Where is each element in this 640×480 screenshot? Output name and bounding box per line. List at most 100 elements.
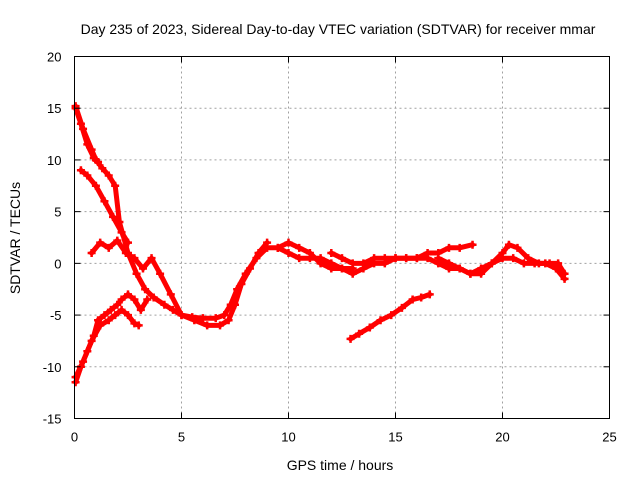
data-point [554,259,563,268]
data-point [445,243,453,252]
data-point [391,254,400,263]
y-tick-label: 15 [47,101,61,116]
data-point [327,249,336,258]
x-tick-label: 10 [281,430,295,445]
series-arc-4 [87,236,272,330]
data-point [376,316,385,325]
data-point [284,249,293,258]
data-point [190,316,199,325]
grid [74,56,610,419]
data-point [224,316,233,325]
data-point [305,249,314,258]
data-point [412,254,421,263]
y-tick-label: 0 [54,256,61,271]
data-point [117,228,126,237]
data-point [113,236,122,245]
data-point [338,264,346,273]
plot-frame [74,56,610,419]
y-tick-label: 20 [47,50,61,65]
data-point [134,321,143,330]
data-point [100,197,109,206]
data-point [156,269,165,278]
data-point [231,300,239,309]
data-point [498,249,507,258]
data-point [94,157,103,166]
series-arc-3 [76,166,132,247]
data-point [160,300,169,309]
data-point [76,119,85,128]
data-point [113,300,122,309]
data-point [295,243,304,252]
data-point [104,316,113,325]
data-point [220,311,229,320]
data-point [130,295,139,304]
data-point [109,212,118,221]
data-point [198,314,207,323]
y-tick-label: 5 [54,205,61,220]
data-point [94,316,103,325]
data-point [124,238,132,247]
series-arc-5 [71,290,152,387]
data-point [147,254,156,263]
data-point [504,240,513,249]
data-point [370,254,379,263]
x-tick-label: 25 [602,430,616,445]
data-point [124,290,132,299]
data-point [143,295,152,304]
data-point [203,321,212,330]
data-point [89,153,98,162]
data-point [71,373,80,382]
data-point [138,264,147,273]
data-point [132,269,141,278]
x-tick-label: 5 [178,430,185,445]
data-point [91,181,100,190]
data-point [466,269,475,278]
data-point [211,314,220,323]
data-point [273,243,282,252]
x-tick-label: 20 [495,430,509,445]
x-tick-label: 0 [71,430,78,445]
y-tick-label: -15 [43,412,62,427]
data-point [104,171,113,180]
data-point [117,295,126,304]
data-point [166,290,175,299]
data-point [365,323,374,332]
data-point [434,254,443,263]
y-tick-label: -10 [43,360,62,375]
data-point [487,259,496,268]
data-point [316,259,325,268]
data-point [477,269,486,278]
data-point [117,305,126,314]
x-tick-label: 15 [388,430,402,445]
data-point [111,181,120,190]
data-point [355,329,364,338]
data-point [524,254,533,263]
data-point [425,290,434,299]
data-point [408,295,417,304]
data-point [295,254,304,263]
data-point [100,311,109,320]
data-point [397,303,406,312]
data-point [76,166,85,175]
data-point [149,293,158,302]
data-point [560,269,569,278]
data-point [327,264,336,273]
data-point [338,254,346,263]
chart-title: Day 235 of 2023, Sidereal Day-to-day VTE… [81,21,596,37]
data-point [87,336,96,345]
data-point [534,259,543,268]
data-point [98,164,107,173]
data-point [455,264,464,273]
data-point [468,240,477,249]
series-arc-9 [434,240,569,278]
data-point [83,171,92,180]
series-layer [71,102,569,387]
data-point [346,334,355,343]
data-point [417,293,426,302]
data-point [348,269,357,278]
y-tick-label: -5 [50,308,62,323]
data-point [545,259,554,268]
data-point [263,238,272,247]
data-point [141,285,150,294]
